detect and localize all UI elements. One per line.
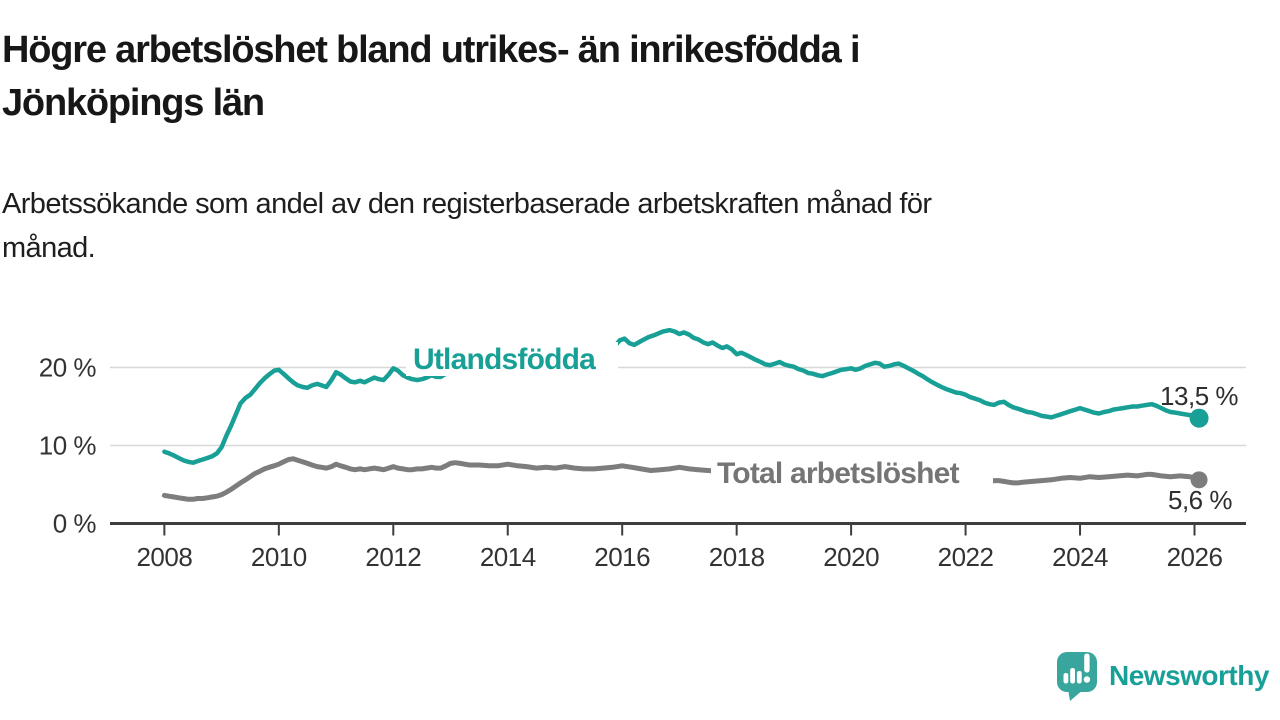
series-line-total-arbetsl-shet: [161, 456, 1202, 502]
x-tick-label-2026: 2026: [1167, 542, 1223, 572]
series-label-halo-utlandsf-dda: [406, 342, 618, 376]
x-tick-label-2008: 2008: [136, 542, 192, 572]
newsworthy-speech-bubble-icon: [1057, 652, 1097, 701]
newsworthy-logo-text: Newsworthy: [1109, 659, 1269, 691]
end-value-label-total-arbetsl-shet: 5,6 %: [1168, 485, 1232, 515]
y-tick-label-10: 10 %: [39, 431, 97, 461]
end-dot-utlandsf-dda: [1189, 408, 1209, 428]
x-tick-label-2020: 2020: [823, 542, 879, 572]
y-tick-label-0: 0 %: [53, 509, 97, 539]
y-tick-label-20: 20 %: [39, 353, 97, 383]
x-tick-label-2016: 2016: [594, 542, 650, 572]
x-tick-label-2024: 2024: [1052, 542, 1108, 572]
x-tick-label-2022: 2022: [938, 542, 994, 572]
x-tick-label-2018: 2018: [709, 542, 765, 572]
series-label-halo-total-arbetsl-shet: [711, 454, 993, 487]
title-line-1: Högre arbetslöshet bland utrikes- än inr…: [2, 29, 861, 71]
page-title: Högre arbetslöshet bland utrikes- än inr…: [2, 24, 1182, 130]
series-label-total-arbetsl-shet: Total arbetslöshet: [717, 457, 960, 490]
exclamation-dot: [1083, 676, 1091, 683]
x-tick-label-2010: 2010: [251, 542, 307, 572]
bar-2: [1070, 668, 1075, 684]
subtitle-line-2: månad.: [2, 232, 96, 264]
series-line-utlandsf-dda: [162, 327, 1202, 465]
x-tick-label-2012: 2012: [365, 542, 421, 572]
bar-1: [1063, 673, 1069, 684]
exclamation-bar: [1084, 653, 1090, 673]
bar-3: [1076, 671, 1082, 684]
chart-subtitle: Arbetssökande som andel av den registerb…: [2, 182, 1182, 270]
end-value-label-utlandsf-dda: 13,5 %: [1160, 381, 1238, 411]
x-tick-label-2014: 2014: [480, 542, 536, 572]
subtitle-line-1: Arbetssökande som andel av den registerb…: [2, 188, 932, 220]
end-dot-total-arbetsl-shet: [1190, 471, 1208, 489]
newsworthy-logo: Newsworthy: [1054, 650, 1269, 701]
series-label-utlandsf-dda: Utlandsfödda: [413, 343, 596, 376]
title-line-2: Jönköpings län: [2, 82, 265, 124]
